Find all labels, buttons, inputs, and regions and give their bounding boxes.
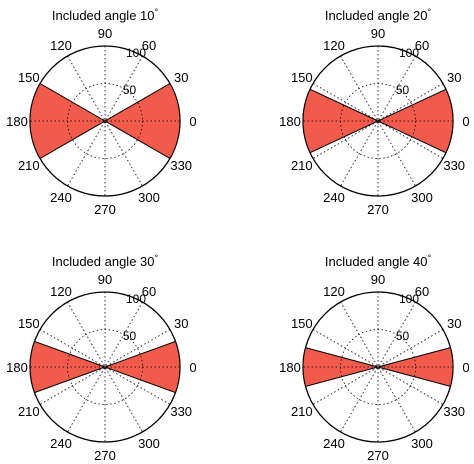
angle-tick-300: 300 xyxy=(411,190,433,205)
grid-ring-50 xyxy=(67,83,143,159)
angle-tick-270: 270 xyxy=(94,202,116,217)
radial-tick-100: 100 xyxy=(126,46,146,60)
angle-tick-0: 0 xyxy=(189,360,196,375)
radial-tick-100: 100 xyxy=(399,292,419,306)
angle-tick-300: 300 xyxy=(411,436,433,451)
angle-tick-30: 30 xyxy=(174,316,188,331)
grid-spoke xyxy=(39,83,171,159)
radial-tick-50: 50 xyxy=(396,83,410,97)
angle-tick-240: 240 xyxy=(323,436,345,451)
grid-ring-50 xyxy=(340,329,416,405)
grid-spoke xyxy=(312,83,444,159)
angle-tick-270: 270 xyxy=(367,202,389,217)
grid-spoke xyxy=(39,329,171,405)
angle-tick-90: 90 xyxy=(371,272,385,287)
angle-tick-240: 240 xyxy=(323,190,345,205)
angle-tick-120: 120 xyxy=(50,38,72,53)
angle-tick-150: 150 xyxy=(291,316,313,331)
angle-tick-60: 60 xyxy=(142,284,156,299)
grid-spoke xyxy=(39,83,171,159)
angle-tick-90: 90 xyxy=(98,272,112,287)
angle-tick-30: 30 xyxy=(174,70,188,85)
grid-spoke xyxy=(340,301,416,433)
angle-tick-270: 270 xyxy=(367,448,389,463)
grid-spoke xyxy=(340,55,416,187)
angle-tick-330: 330 xyxy=(443,404,465,419)
grid-spoke xyxy=(312,83,444,159)
polar-chart-1: 0 30 60 90 120 150 180 210 240 270 300 330 50 100 Incl… xyxy=(6,7,196,217)
angle-tick-30: 30 xyxy=(447,70,461,85)
grid-ring-50 xyxy=(67,329,143,405)
angle-tick-90: 90 xyxy=(371,26,385,41)
angle-tick-150: 150 xyxy=(18,316,40,331)
angle-tick-330: 330 xyxy=(170,404,192,419)
angle-tick-180: 180 xyxy=(279,114,301,129)
angle-tick-120: 120 xyxy=(323,38,345,53)
angle-tick-150: 150 xyxy=(18,70,40,85)
grid-ring-50 xyxy=(340,83,416,159)
angle-tick-330: 330 xyxy=(443,158,465,173)
angle-tick-180: 180 xyxy=(6,114,28,129)
angle-tick-210: 210 xyxy=(18,158,40,173)
radial-tick-50: 50 xyxy=(396,329,410,343)
angle-tick-300: 300 xyxy=(138,190,160,205)
angle-tick-60: 60 xyxy=(142,38,156,53)
radial-tick-50: 50 xyxy=(123,83,137,97)
chart-title: Included angle 40° xyxy=(325,253,432,269)
angle-tick-300: 300 xyxy=(138,436,160,451)
polar-chart-2: 0 30 60 90 120 150 180 210 240 270 300 330 50 100 Incl… xyxy=(279,7,469,217)
angle-tick-90: 90 xyxy=(98,26,112,41)
angle-tick-240: 240 xyxy=(50,190,72,205)
angle-tick-60: 60 xyxy=(415,284,429,299)
grid-spoke xyxy=(67,301,143,433)
grid-spoke xyxy=(312,329,444,405)
angle-tick-60: 60 xyxy=(415,38,429,53)
angle-tick-0: 0 xyxy=(189,114,196,129)
angle-tick-120: 120 xyxy=(323,284,345,299)
angle-tick-240: 240 xyxy=(50,436,72,451)
chart-title: Included angle 30° xyxy=(52,253,159,269)
angle-tick-120: 120 xyxy=(50,284,72,299)
grid-spoke xyxy=(340,301,416,433)
angle-tick-330: 330 xyxy=(170,158,192,173)
angle-tick-150: 150 xyxy=(291,70,313,85)
radial-tick-50: 50 xyxy=(123,329,137,343)
grid-spoke xyxy=(67,301,143,433)
radial-tick-100: 100 xyxy=(126,292,146,306)
radial-tick-100: 100 xyxy=(399,46,419,60)
chart-title: Included angle 10° xyxy=(52,7,159,23)
polar-chart-4: 0 30 60 90 120 150 180 210 240 270 300 330 50 100 Incl… xyxy=(279,253,469,463)
grid-spoke xyxy=(340,55,416,187)
grid-spoke xyxy=(312,329,444,405)
angle-tick-210: 210 xyxy=(291,404,313,419)
angle-tick-180: 180 xyxy=(6,360,28,375)
grid-spoke xyxy=(67,55,143,187)
angle-tick-210: 210 xyxy=(291,158,313,173)
angle-tick-0: 0 xyxy=(462,114,469,129)
angle-tick-270: 270 xyxy=(94,448,116,463)
angle-tick-180: 180 xyxy=(279,360,301,375)
angle-tick-30: 30 xyxy=(447,316,461,331)
angle-tick-210: 210 xyxy=(18,404,40,419)
polar-chart-3: 0 30 60 90 120 150 180 210 240 270 300 330 50 100 Incl… xyxy=(6,253,196,463)
grid-spoke xyxy=(67,55,143,187)
angle-tick-0: 0 xyxy=(462,360,469,375)
grid-spoke xyxy=(39,329,171,405)
chart-title: Included angle 20° xyxy=(325,7,432,23)
